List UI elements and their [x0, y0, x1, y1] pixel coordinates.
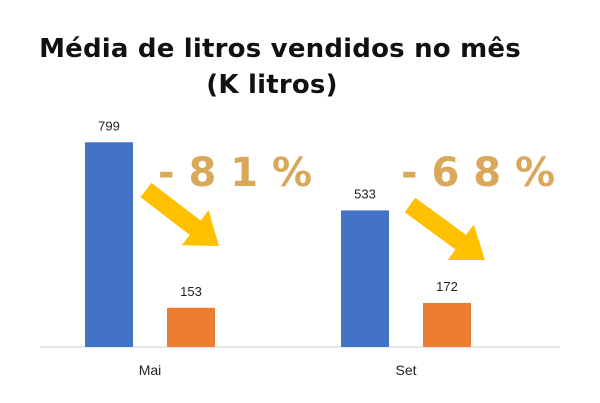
bar-set-2 [423, 302, 471, 347]
x-tick-label-set: Set [395, 362, 416, 378]
chart-subtitle: (K litros) [206, 70, 338, 100]
bar-mai-1 [85, 142, 133, 347]
data-label-set-2: 172 [436, 279, 458, 294]
bar-set-1 [341, 210, 389, 347]
annotation-mai: - 8 1 % [158, 150, 312, 196]
annotation-set: - 6 8 % [401, 150, 555, 196]
data-label-mai-2: 153 [180, 284, 202, 299]
data-label-mai-1: 799 [98, 118, 120, 133]
chart-title: Média de litros vendidos no mês [39, 34, 521, 64]
decrease-arrow-set [404, 197, 485, 260]
decrease-arrow-mai [140, 182, 219, 246]
x-tick-label-mai: Mai [139, 362, 162, 378]
data-label-set-1: 533 [354, 186, 376, 201]
bar-mai-2 [167, 307, 215, 347]
